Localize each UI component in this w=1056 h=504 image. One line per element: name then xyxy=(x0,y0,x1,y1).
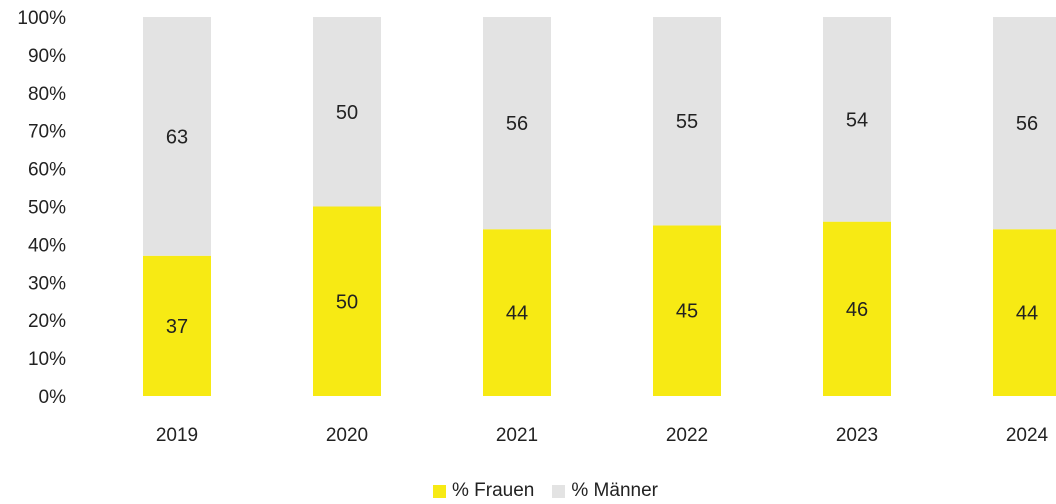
y-tick-label: 50% xyxy=(28,198,66,219)
legend-swatch-maenner xyxy=(552,484,566,498)
value-label-maenner: 56 xyxy=(1016,113,1038,135)
value-label-frauen: 50 xyxy=(336,291,358,313)
stacked-bar-chart: 0% 10% 20% 30% 40% 50% 60% 70% 80% 90% 100% 37 63 50… xyxy=(17,8,1056,446)
x-axis: 2019 2020 2021 2022 2023 2024 xyxy=(156,425,1049,446)
bar-maenner xyxy=(653,17,721,226)
value-label-frauen: 45 xyxy=(676,301,698,323)
y-tick-label: 10% xyxy=(28,349,66,370)
bar-frauen xyxy=(993,229,1056,396)
x-tick-label: 2020 xyxy=(326,425,368,446)
value-label-frauen: 46 xyxy=(846,299,868,321)
y-tick-label: 70% xyxy=(28,122,66,143)
bar-frauen xyxy=(653,225,721,396)
value-label-maenner: 55 xyxy=(676,111,698,133)
value-label-maenner: 54 xyxy=(846,109,868,131)
x-tick-label: 2024 xyxy=(1006,425,1049,446)
y-tick-label: 40% xyxy=(28,235,66,256)
bars xyxy=(143,17,1056,396)
y-tick-label: 80% xyxy=(28,84,66,105)
value-labels: 37 63 50 50 44 56 45 55 46 54 44 56 xyxy=(166,102,1038,338)
x-tick-label: 2021 xyxy=(496,425,538,446)
y-tick-label: 30% xyxy=(28,273,66,294)
y-tick-label: 60% xyxy=(28,160,66,181)
bar-frauen xyxy=(823,221,891,396)
legend: % Frauen % Männer xyxy=(433,480,658,502)
y-tick-label: 20% xyxy=(28,311,66,332)
value-label-maenner: 63 xyxy=(166,126,188,148)
legend-item-frauen: % Frauen xyxy=(433,480,534,502)
y-tick-label: 90% xyxy=(28,46,66,67)
value-label-maenner: 56 xyxy=(506,113,528,135)
value-label-maenner: 50 xyxy=(336,102,358,124)
value-label-frauen: 44 xyxy=(1016,303,1038,325)
x-tick-label: 2019 xyxy=(156,425,198,446)
value-label-frauen: 37 xyxy=(166,316,188,338)
legend-label-frauen: % Frauen xyxy=(452,480,535,501)
bar-maenner xyxy=(313,17,381,207)
bar-maenner xyxy=(823,17,891,222)
bar-frauen xyxy=(483,229,551,396)
bar-maenner xyxy=(483,17,551,230)
y-tick-label: 0% xyxy=(39,387,67,408)
y-axis: 0% 10% 20% 30% 40% 50% 60% 70% 80% 90% 100% xyxy=(17,8,66,408)
bar-frauen xyxy=(143,255,211,396)
bar-maenner xyxy=(143,17,211,256)
y-tick-label: 100% xyxy=(17,8,66,29)
x-tick-label: 2022 xyxy=(666,425,708,446)
bar-frauen xyxy=(313,206,381,396)
legend-label-maenner: % Männer xyxy=(571,480,658,501)
legend-swatch-frauen xyxy=(433,484,446,498)
value-label-frauen: 44 xyxy=(506,303,528,325)
bar-maenner xyxy=(993,17,1056,230)
legend-item-maenner: % Männer xyxy=(552,480,658,502)
x-tick-label: 2023 xyxy=(836,425,878,446)
